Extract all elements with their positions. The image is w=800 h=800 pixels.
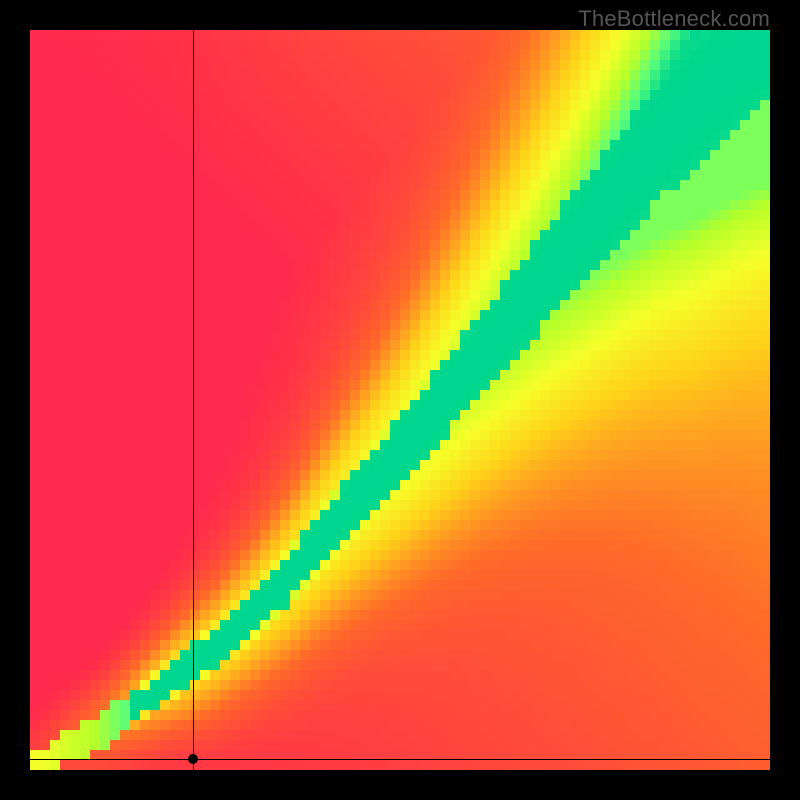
crosshair-horizontal	[30, 759, 770, 760]
marker-dot	[188, 754, 198, 764]
crosshair-vertical	[193, 30, 194, 770]
plot-area	[30, 30, 770, 770]
chart-container: TheBottleneck.com	[0, 0, 800, 800]
watermark-text: TheBottleneck.com	[578, 6, 770, 32]
heatmap-canvas	[30, 30, 770, 770]
